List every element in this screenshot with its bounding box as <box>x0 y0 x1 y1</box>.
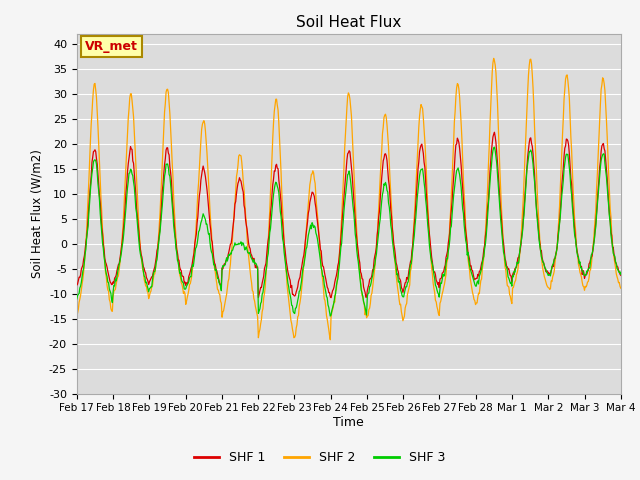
SHF 1 <box>327 295 335 300</box>
SHF 1 <box>431 272 439 277</box>
SHF 1 <box>194 214 202 220</box>
SHF 1 <box>73 282 81 288</box>
SHF 3 <box>223 255 230 261</box>
SHF 2 <box>73 311 81 316</box>
Line: SHF 3: SHF 3 <box>77 147 621 316</box>
SHF 3 <box>326 313 334 319</box>
SHF 2 <box>326 337 334 343</box>
SHF 3 <box>139 262 147 268</box>
SHF 1 <box>617 273 625 278</box>
SHF 2 <box>139 266 147 272</box>
SHF 1 <box>491 130 499 135</box>
SHF 3 <box>194 236 202 241</box>
SHF 2 <box>431 298 439 303</box>
SHF 2 <box>83 228 90 234</box>
SHF 2 <box>223 291 230 297</box>
X-axis label: Time: Time <box>333 416 364 429</box>
SHF 1 <box>223 257 230 263</box>
SHF 3 <box>617 272 625 277</box>
Title: Soil Heat Flux: Soil Heat Flux <box>296 15 401 30</box>
Text: VR_met: VR_met <box>85 40 138 53</box>
SHF 1 <box>83 235 90 240</box>
Legend: SHF 1, SHF 2, SHF 3: SHF 1, SHF 2, SHF 3 <box>189 446 451 469</box>
SHF 3 <box>491 144 499 150</box>
SHF 3 <box>416 173 424 179</box>
SHF 3 <box>73 296 81 302</box>
SHF 1 <box>139 259 147 265</box>
SHF 2 <box>490 56 497 61</box>
SHF 3 <box>83 235 90 240</box>
SHF 1 <box>416 149 424 155</box>
SHF 2 <box>416 113 424 119</box>
Line: SHF 2: SHF 2 <box>77 59 621 340</box>
SHF 2 <box>194 189 202 195</box>
Line: SHF 1: SHF 1 <box>77 132 621 298</box>
SHF 3 <box>431 282 439 288</box>
SHF 2 <box>617 285 625 291</box>
Y-axis label: Soil Heat Flux (W/m2): Soil Heat Flux (W/m2) <box>30 149 44 278</box>
